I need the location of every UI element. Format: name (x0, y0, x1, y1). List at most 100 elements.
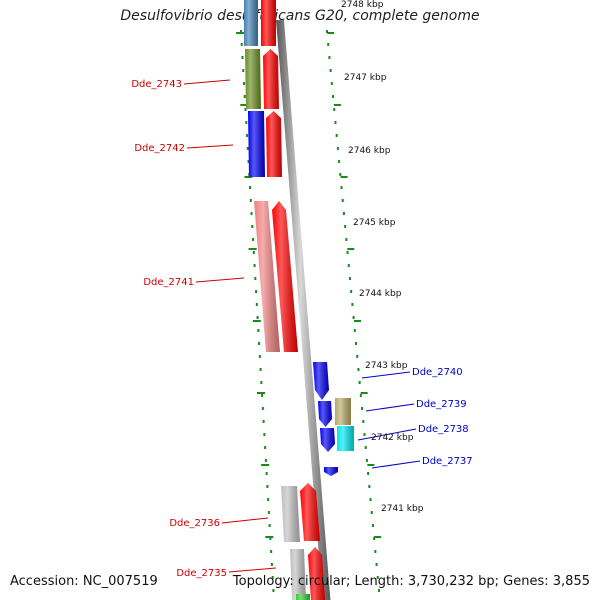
tick-dot (247, 160, 250, 163)
tick-dot (332, 95, 335, 98)
genome-title: Desulfovibrio desulfuricans G20, complet… (120, 8, 480, 24)
scale-label: 2748 kbp (341, 0, 384, 10)
tick-dot (264, 446, 267, 449)
tick-dot (369, 498, 372, 501)
tick-dot (240, 43, 243, 46)
major-tick (248, 248, 257, 250)
gene-dde_2735-strand[interactable] (308, 547, 325, 600)
dde-2743-label[interactable]: Dde_2743 (131, 79, 182, 90)
major-tick (327, 32, 335, 34)
tick-dot (344, 225, 347, 228)
tick-dot (265, 472, 268, 475)
tick-dot (367, 472, 370, 475)
topology-text: Topology: circular; Length: 3,730,232 bp… (232, 574, 590, 589)
gene-dde_2735[interactable] (290, 549, 306, 600)
dde-2737-label[interactable]: Dde_2737 (422, 456, 473, 467)
tick-dot (364, 446, 367, 449)
tick-dot (355, 342, 358, 345)
gene-partial-top-right[interactable] (261, 0, 276, 46)
dde-2741-leader-line (195, 277, 245, 283)
tick-dot (348, 277, 351, 280)
tick-dot (326, 30, 328, 33)
tick-dot (269, 537, 272, 540)
tick-dot (341, 199, 344, 202)
tick-dot (334, 121, 337, 124)
tick-dot (336, 147, 339, 150)
tick-dot (361, 407, 364, 410)
tick-dot (255, 303, 258, 306)
gene-dde_2742[interactable] (248, 111, 265, 177)
tick-dot (264, 459, 267, 462)
gene-dde_2739[interactable] (318, 401, 332, 427)
gene-dde_2741-strand[interactable] (272, 201, 298, 352)
tick-dot (253, 264, 256, 267)
tick-dot (246, 134, 249, 137)
major-tick (333, 104, 341, 106)
tick-dot (240, 30, 242, 33)
gene-dde_2740[interactable] (313, 362, 329, 400)
gene-dde_2736-strand[interactable] (300, 483, 320, 541)
dde-2736-label[interactable]: Dde_2736 (169, 518, 220, 529)
scale-label: 2744 kbp (359, 289, 402, 299)
gene-dde_2743-strand[interactable] (263, 49, 279, 109)
tick-dot (335, 134, 338, 137)
major-tick (252, 320, 261, 322)
tick-dot (368, 485, 371, 488)
gene-partial-top-left[interactable] (244, 0, 258, 46)
tick-dot (352, 316, 355, 319)
dde-2742-label[interactable]: Dde_2742 (134, 143, 185, 154)
tick-dot (356, 355, 359, 358)
tick-dot (339, 173, 342, 176)
gene-dde_2742-strand[interactable] (266, 111, 282, 177)
tick-dot (347, 264, 350, 267)
scale-label: 2745 kbp (353, 218, 396, 228)
gene-dde_2743[interactable] (245, 49, 261, 109)
dde-2740-leader-line (361, 371, 411, 379)
tick-dot (268, 524, 271, 527)
gene-dde-2739-companion[interactable] (335, 398, 351, 425)
tick-dot (328, 56, 331, 59)
gene-dde_2738[interactable] (337, 426, 354, 451)
major-tick (244, 176, 253, 178)
tick-dot (342, 212, 345, 215)
dde-2743-leader-line (183, 79, 231, 85)
tick-dot (363, 433, 366, 436)
major-tick (265, 536, 274, 538)
scale-label: 2743 kbp (365, 361, 408, 371)
gene-dde-2738-strand[interactable] (320, 428, 335, 452)
tick-dot (373, 537, 376, 540)
tick-dot (243, 95, 246, 98)
tick-dot (261, 394, 264, 397)
tick-dot (375, 563, 378, 566)
backbone-strand (276, 20, 331, 600)
tick-dot (251, 225, 254, 228)
dde-2739-label[interactable]: Dde_2739 (416, 399, 467, 410)
tick-dot (376, 576, 379, 579)
tick-dot (330, 82, 333, 85)
tick-dot (245, 121, 248, 124)
tick-dot (362, 420, 365, 423)
dde-2738-label[interactable]: Dde_2738 (418, 424, 469, 435)
tick-dot (258, 355, 261, 358)
tick-dot (338, 160, 341, 163)
tick-dot (267, 511, 270, 514)
gene-features (244, 0, 354, 600)
tick-dot (272, 589, 275, 592)
dde-2740-label[interactable]: Dde_2740 (412, 367, 463, 378)
tick-dot (370, 511, 373, 514)
tick-dot (246, 147, 249, 150)
gene-dde_2736[interactable] (281, 486, 300, 542)
tick-dot (346, 251, 349, 254)
tick-dot (271, 576, 274, 579)
gene-dde_2741[interactable] (254, 201, 280, 352)
tick-dot (262, 420, 265, 423)
tick-dot (329, 69, 332, 72)
accession-text: Accession: NC_007519 (10, 574, 158, 589)
major-tick (240, 104, 249, 106)
tick-dot (267, 498, 270, 501)
gene-partial-bottom[interactable] (296, 594, 310, 600)
gene-dde_2737[interactable] (324, 467, 338, 476)
dde-2735-label[interactable]: Dde_2735 (176, 568, 227, 579)
tick-dot (333, 108, 336, 111)
dde-2741-label[interactable]: Dde_2741 (143, 277, 194, 288)
